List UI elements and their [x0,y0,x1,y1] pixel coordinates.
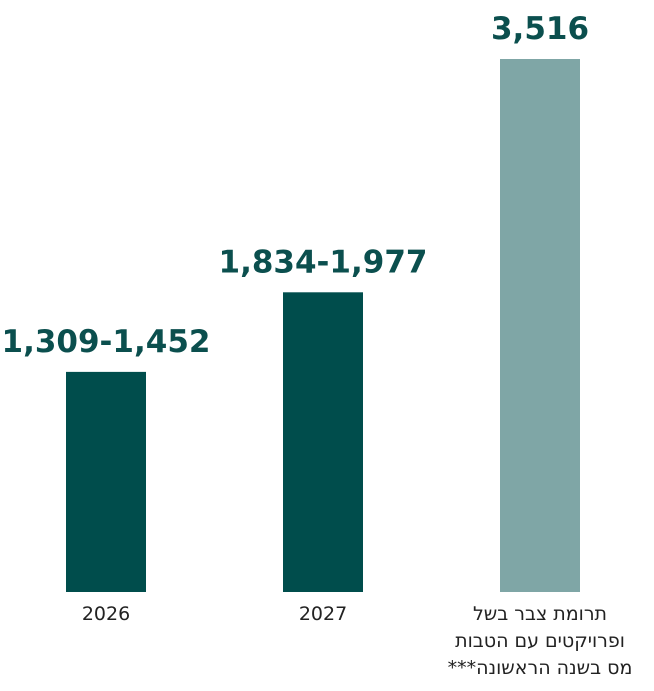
category-label-1: 2027 [299,603,347,625]
category-label-0: 2026 [82,603,130,625]
value-labels-group: 1,309-1,452 1,834-1,977 3,516 [2,11,590,360]
data-label-1: 1,834-1,977 [219,244,428,280]
bar-2 [500,59,580,592]
category-labels-group: 2026 2027 תרומת צבר בשל ופרויקטים עם הטבות מ… [82,603,633,679]
bars-group [66,59,580,592]
bar-1 [283,292,363,592]
bar-0 [66,371,146,592]
data-label-2: 3,516 [491,11,589,47]
category-label-2-line-0: תרומת צבר בשל [473,603,607,625]
category-label-2-line-1: ופרויקטים עם הטבות [455,630,625,652]
data-label-0: 1,309-1,452 [2,324,211,360]
category-label-2-line-2: מס בשנה הראשונה*** [448,657,633,679]
